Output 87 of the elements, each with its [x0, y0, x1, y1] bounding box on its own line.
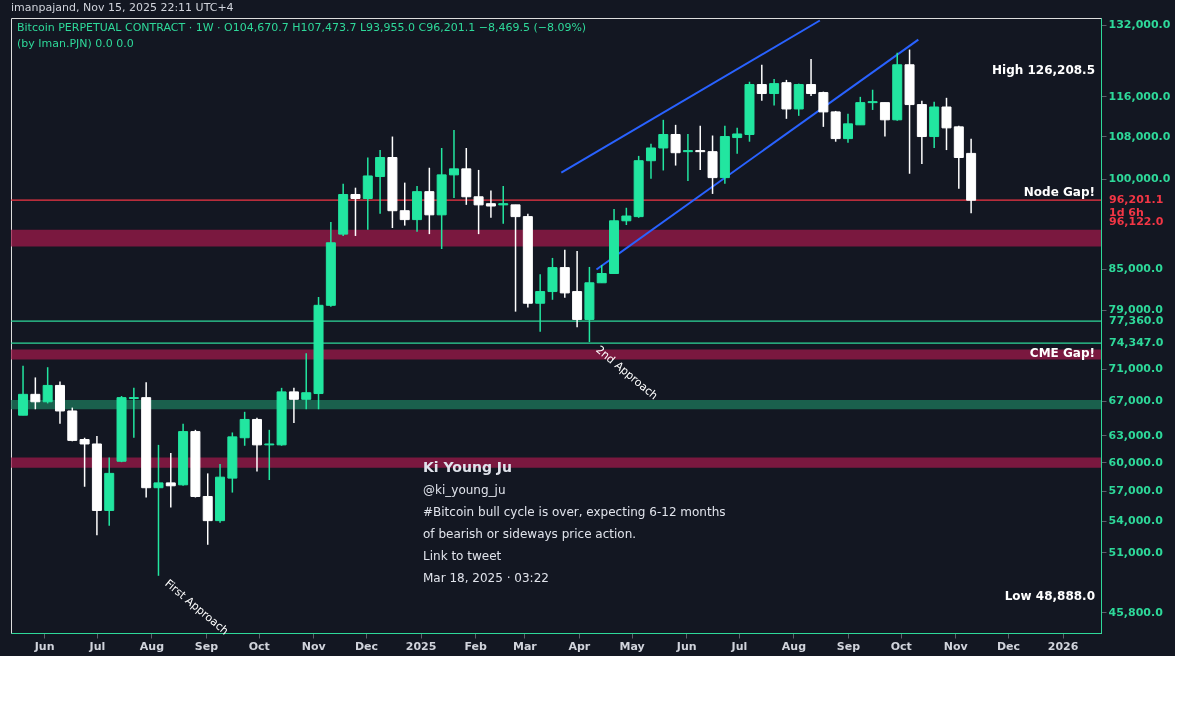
candlestick	[30, 376, 41, 411]
x-tick-label: Jul	[88, 639, 106, 653]
chart-title: Bitcoin PERPETUAL CONTRACT · 1W · O104,670.7 H107,473.7 L93,955.0 C96,201.1 −8,469.5 (−8.09%)	[17, 21, 587, 34]
annotation: of bearish or sideways price action.	[423, 527, 637, 541]
ref-line-label: 77,360.0	[1109, 314, 1164, 328]
candlestick	[448, 129, 459, 199]
candlestick	[498, 185, 509, 225]
y-tick-label: 100,000.0	[1108, 172, 1171, 186]
candlestick	[769, 78, 780, 107]
y-tick-label: 54,000.0	[1108, 514, 1164, 528]
text: (by Iman.PJN) 0.0 0.0	[17, 37, 134, 50]
candlestick	[399, 181, 410, 227]
candlestick	[165, 452, 176, 509]
y-tick-label: 51,000.0	[1108, 545, 1164, 559]
candlestick	[79, 436, 90, 488]
annotation: Mar 18, 2025 · 03:22	[423, 571, 549, 585]
candlestick	[658, 119, 669, 172]
candlestick	[153, 444, 164, 577]
x-tick-label: Jun	[675, 639, 697, 653]
candlestick	[855, 96, 866, 126]
x-tick-label: Dec	[354, 639, 379, 653]
candlestick	[695, 125, 706, 171]
candlestick	[350, 186, 361, 237]
candlestick	[682, 133, 693, 182]
y-tick-label: 108,000.0	[1108, 129, 1171, 143]
y-tick-label: 85,000.0	[1108, 262, 1164, 276]
annotation: Low 48,888.0	[1004, 589, 1095, 603]
candlestick	[867, 88, 878, 111]
candlestick	[670, 124, 681, 167]
x-tick-label: Aug	[781, 639, 807, 653]
candlestick	[288, 387, 299, 424]
y-tick-label: 132,000.0	[1108, 18, 1171, 32]
candlestick	[42, 366, 53, 405]
annotation: Link to tweet	[423, 549, 502, 563]
candlestick	[473, 169, 484, 235]
candlestick	[535, 273, 546, 333]
candlestick	[879, 101, 890, 138]
annotation: #Bitcoin bull cycle is over, expecting 6-12 months	[423, 505, 726, 519]
candlestick	[756, 64, 767, 102]
y-tick-label: 57,000.0	[1108, 484, 1164, 498]
annotation: Ki Young Ju	[423, 459, 512, 475]
candlestick	[375, 149, 386, 215]
annotation: CME Gap!	[1029, 346, 1095, 360]
annotation: High 126,208.5	[991, 63, 1095, 77]
candlestick	[362, 156, 373, 231]
x-tick-label: Sep	[836, 639, 861, 653]
candlestick	[806, 58, 817, 97]
candlestick	[301, 352, 312, 411]
candlestick	[842, 113, 853, 144]
x-tick-label: May	[619, 639, 645, 653]
x-tick-label: Oct	[890, 639, 912, 653]
x-tick-label: Oct	[248, 639, 270, 653]
candlestick	[128, 387, 139, 439]
y-tick-label: 79,000.0	[1108, 303, 1164, 317]
x-tick-label: Aug	[139, 639, 165, 653]
candlestick	[264, 429, 275, 481]
y-tick-label: 63,000.0	[1108, 428, 1164, 442]
candlestick	[645, 143, 656, 180]
annotation: @ki_young_ju	[423, 483, 506, 497]
candlestick	[18, 364, 29, 416]
x-tick-label: Nov	[943, 639, 969, 653]
x-tick-label: 2025	[405, 639, 437, 653]
candlestick	[485, 189, 496, 219]
x-tick-label: 2026	[1047, 639, 1079, 653]
x-tick-label: Mar	[512, 639, 538, 653]
y-tick-label: 71,000.0	[1108, 362, 1164, 376]
y-tick-label: 60,000.0	[1108, 455, 1164, 469]
candlestick	[941, 97, 952, 151]
x-tick-label: Feb	[464, 639, 487, 653]
ref-line-label: 74,347.0	[1109, 336, 1164, 350]
text: imanpajand, Nov 15, 2025 22:11 UTC+4	[11, 1, 234, 14]
candlestick	[547, 257, 558, 301]
candlestick	[510, 204, 521, 313]
x-tick-label: Sep	[194, 639, 219, 653]
y-tick-label: 116,000.0	[1108, 89, 1171, 103]
annotation: Node Gap!	[1023, 185, 1095, 200]
y-tick-label: 67,000.0	[1108, 394, 1164, 408]
candlestick	[818, 90, 829, 128]
x-tick-label: Apr	[568, 639, 591, 653]
candlestick	[424, 166, 435, 235]
candlestick	[732, 127, 743, 155]
x-tick-label: Jun	[33, 639, 55, 653]
x-tick-label: Jul	[730, 639, 748, 653]
y-tick-label: 45,800.0	[1108, 605, 1164, 619]
x-tick-label: Dec	[996, 639, 1021, 653]
x-tick-label: Nov	[301, 639, 327, 653]
candlestick	[239, 411, 250, 447]
